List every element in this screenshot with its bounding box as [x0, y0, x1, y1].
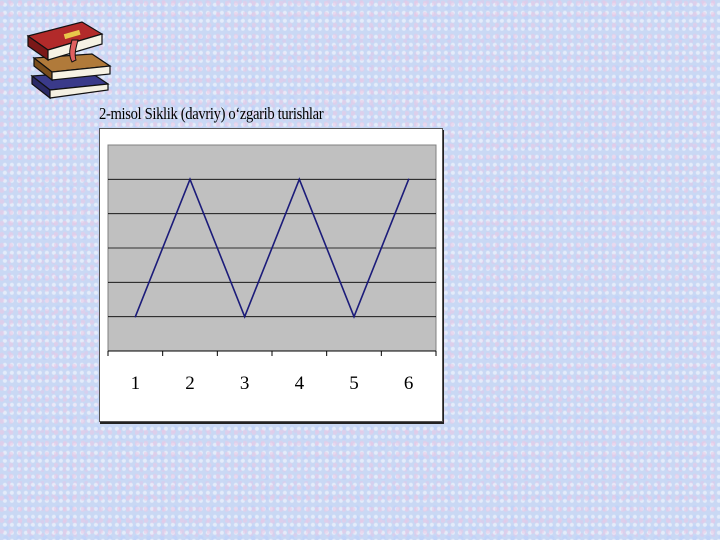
books-stack-icon: [26, 21, 112, 100]
x-tick-label: 5: [349, 373, 359, 394]
data-point: [134, 315, 137, 318]
data-point: [353, 315, 355, 318]
chart-frame: 1 2 3 4 5 6: [99, 128, 443, 422]
x-tick-label: 3: [240, 373, 250, 394]
x-tick-label: 2: [185, 373, 195, 394]
series-line: [134, 177, 410, 319]
data-point: [189, 178, 191, 181]
x-tick-label: 1: [131, 373, 141, 394]
chart-title: 2-misol Siklik (davriy) o‘zgarib turishl…: [99, 104, 324, 123]
bookmark: [69, 39, 79, 63]
x-tick-label: 4: [295, 373, 305, 394]
book-middle: [32, 53, 112, 82]
data-point: [243, 315, 246, 318]
line-chart: 1 2 3 4 5 6: [107, 144, 437, 394]
data-point: [407, 178, 410, 181]
x-tick-label: 6: [404, 373, 414, 394]
data-point: [298, 178, 301, 181]
